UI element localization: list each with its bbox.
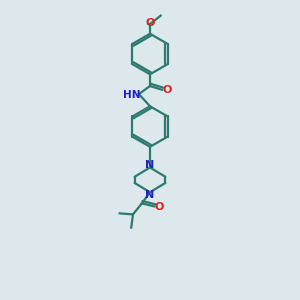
Text: N: N [146,160,154,170]
Text: O: O [146,18,155,28]
Text: N: N [146,190,154,200]
Text: O: O [162,85,172,95]
Text: O: O [155,202,164,212]
Text: HN: HN [123,90,141,100]
